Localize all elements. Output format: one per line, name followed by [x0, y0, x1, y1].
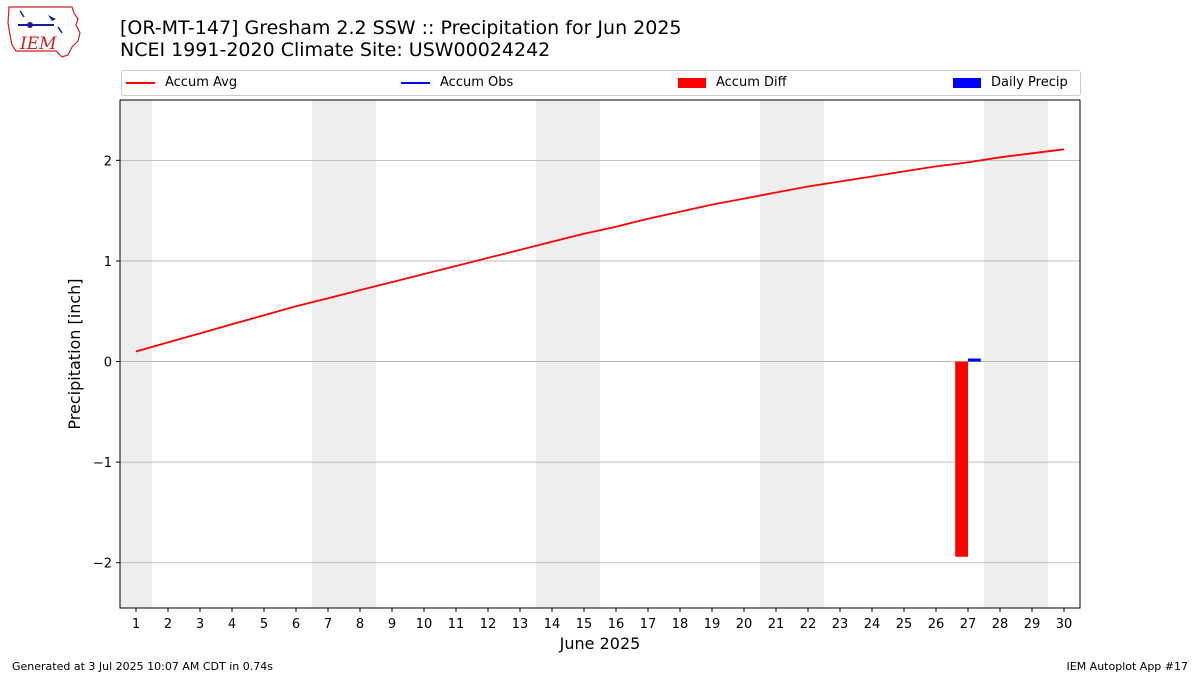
plot-frame: [119, 99, 1081, 609]
x-tick-label: 30: [1056, 617, 1073, 632]
accum-avg-line: [135, 148, 1065, 353]
daily-precip-bar: [968, 358, 981, 362]
legend-item-accum-diff: Accum Diff: [678, 74, 787, 92]
x-tick-label: 24: [864, 617, 881, 632]
x-tick-label: 6: [292, 617, 300, 632]
weekend-shading: [120, 100, 1048, 608]
x-tick-label: 13: [512, 617, 529, 632]
weekend-band: [120, 100, 152, 608]
chart-subtitle: NCEI 1991-2020 Climate Site: USW00024242: [120, 39, 551, 61]
x-tick-label: 15: [576, 617, 593, 632]
x-tick-label: 28: [992, 617, 1009, 632]
y-axis-ticks: −2 −1 0 1 2: [93, 154, 120, 572]
legend-label: Accum Obs: [440, 75, 514, 90]
x-axis-ticks: 1 2 3 4 5 6 7 8 9 10 11 12 13 14 15 16 17 18 19 20 21 22 23 24 2…: [132, 608, 1072, 632]
x-tick-label: 27: [960, 617, 977, 632]
accum-diff-bar: [955, 361, 968, 557]
iem-logo-text: IEM: [19, 34, 57, 54]
x-tick-label: 16: [608, 617, 625, 632]
x-tick-label: 10: [416, 617, 433, 632]
legend-swatch: [126, 81, 155, 84]
bars: [955, 358, 981, 557]
x-tick-label: 1: [132, 617, 140, 632]
x-tick-label: 18: [672, 617, 689, 632]
iem-logo: IEM: [7, 6, 81, 58]
y-tick-label: 2: [104, 154, 112, 169]
x-tick-label: 25: [896, 617, 913, 632]
x-tick-label: 14: [544, 617, 561, 632]
lines: [135, 148, 1065, 353]
weekend-band: [312, 100, 376, 608]
legend-item-accum-obs: Accum Obs: [401, 74, 513, 92]
x-tick-label: 17: [640, 617, 657, 632]
x-tick-label: 8: [356, 617, 364, 632]
x-tick-label: 29: [1024, 617, 1041, 632]
legend-item-daily-precip: Daily Precip: [953, 74, 1068, 92]
y-tick-label: 0: [104, 356, 112, 371]
legend-label: Daily Precip: [991, 75, 1068, 90]
x-tick-label: 22: [800, 617, 817, 632]
gridlines: [120, 159, 1080, 564]
x-tick-label: 11: [448, 617, 465, 632]
weekend-band: [536, 100, 600, 608]
x-tick-label: 19: [704, 617, 721, 632]
weekend-band: [760, 100, 824, 608]
legend-item-accum-avg: Accum Avg: [126, 74, 237, 92]
x-axis-label: June 2025: [559, 634, 641, 653]
x-tick-label: 5: [260, 617, 268, 632]
x-tick-label: 12: [480, 617, 497, 632]
weekend-band: [984, 100, 1048, 608]
footer-generated: Generated at 3 Jul 2025 10:07 AM CDT in …: [12, 660, 273, 673]
footer-app: IEM Autoplot App #17: [1066, 660, 1189, 673]
x-tick-label: 7: [324, 617, 332, 632]
y-tick-label: −1: [93, 456, 112, 471]
legend-label: Accum Avg: [165, 75, 238, 90]
legend-swatch: [401, 81, 430, 84]
x-tick-label: 4: [228, 617, 236, 632]
legend-swatch: [678, 77, 706, 88]
x-tick-label: 21: [768, 617, 785, 632]
legend-swatch: [953, 77, 981, 88]
x-tick-label: 9: [388, 617, 396, 632]
y-axis-label: Precipitation [inch]: [65, 278, 84, 429]
y-tick-label: −2: [93, 557, 112, 572]
legend-label: Accum Diff: [716, 75, 787, 90]
x-tick-label: 20: [736, 617, 753, 632]
x-tick-label: 2: [164, 617, 172, 632]
x-tick-label: 23: [832, 617, 849, 632]
x-tick-label: 3: [196, 617, 204, 632]
chart-legend: Accum Avg Accum Obs Accum Diff Daily Pre…: [121, 70, 1081, 96]
y-tick-label: 1: [104, 255, 112, 270]
x-tick-label: 26: [928, 617, 945, 632]
chart-title: [OR-MT-147] Gresham 2.2 SSW :: Precipita…: [120, 17, 682, 39]
